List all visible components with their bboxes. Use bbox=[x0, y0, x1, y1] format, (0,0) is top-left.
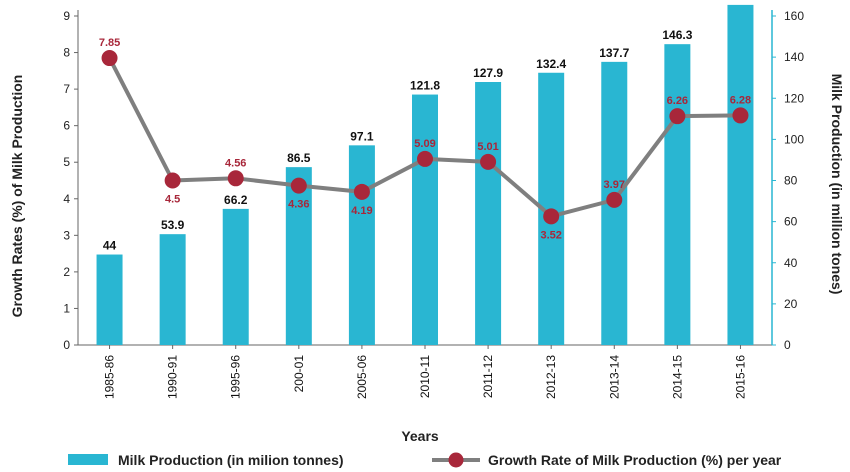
growth-rate-value-label: 3.52 bbox=[540, 229, 561, 241]
growth-rate-marker bbox=[606, 191, 623, 208]
milk-production-bar bbox=[222, 208, 249, 345]
left-tick-label: 6 bbox=[63, 119, 70, 133]
right-axis-title: Milk Production (in million tones) bbox=[829, 74, 845, 295]
growth-rate-value-label: 5.01 bbox=[477, 141, 498, 153]
right-tick-label: 140 bbox=[784, 50, 804, 64]
growth-rate-marker bbox=[669, 108, 686, 125]
left-tick-label: 7 bbox=[63, 82, 70, 96]
x-tick-label: 1990-91 bbox=[166, 355, 180, 399]
right-tick-label: 160 bbox=[784, 9, 804, 23]
milk-production-bar bbox=[475, 82, 502, 346]
growth-rate-marker bbox=[732, 107, 749, 124]
bar-value-label: 137.7 bbox=[599, 46, 629, 60]
growth-rate-value-label: 4.19 bbox=[351, 205, 372, 217]
milk-production-bar bbox=[727, 4, 754, 346]
right-tick-label: 0 bbox=[784, 338, 791, 352]
right-tick-label: 80 bbox=[784, 174, 798, 188]
x-tick-label: 1995-96 bbox=[229, 355, 243, 399]
growth-rate-marker bbox=[543, 208, 560, 225]
data-labels: 44 53.9 66.2 86.5 97.1 121.8 127.9 132.4 137.7 14… bbox=[99, 0, 756, 253]
growth-rate-marker bbox=[353, 183, 370, 200]
growth-rate-marker bbox=[101, 50, 118, 67]
growth-rate-value-label: 4.5 bbox=[165, 194, 180, 206]
growth-rate-marker bbox=[417, 150, 433, 167]
bar-value-label: 127.9 bbox=[473, 66, 503, 80]
bar-value-label: 97.1 bbox=[350, 129, 374, 143]
left-tick-label: 3 bbox=[63, 228, 70, 242]
left-tick-label: 1 bbox=[63, 301, 70, 315]
x-tick-label: 2010-11 bbox=[418, 355, 432, 398]
milk-production-bar bbox=[285, 167, 312, 345]
right-tick-label: 40 bbox=[784, 256, 798, 270]
left-tick-label: 9 bbox=[63, 9, 70, 23]
left-tick-label: 8 bbox=[63, 46, 70, 60]
x-tick-label: 2015-16 bbox=[733, 355, 747, 399]
milk-production-bar bbox=[348, 145, 375, 345]
left-axis-title: Growth Rates (%) of Milk Production bbox=[9, 75, 25, 318]
growth-rate-value-label: 6.28 bbox=[730, 94, 751, 106]
bar-value-label: 146.3 bbox=[662, 28, 692, 42]
left-tick-label: 2 bbox=[63, 265, 70, 279]
left-tick-label: 4 bbox=[63, 192, 70, 206]
growth-rate-value-label: 4.56 bbox=[225, 157, 246, 169]
growth-rate-value-label: 7.85 bbox=[99, 37, 120, 49]
legend-bar-swatch bbox=[68, 454, 108, 465]
growth-rate-marker bbox=[290, 177, 307, 194]
x-tick-label: 2012-13 bbox=[544, 355, 558, 399]
milk-production-bar bbox=[664, 44, 691, 345]
left-tick-label: 5 bbox=[63, 155, 70, 169]
x-tick-label: 200-01 bbox=[292, 355, 306, 393]
growth-rate-value-label: 5.09 bbox=[414, 138, 435, 150]
legend-bar-label: Milk Production (in milion tonnes) bbox=[118, 452, 344, 468]
bar-value-label: 86.5 bbox=[287, 151, 311, 165]
x-tick-label: 2013-14 bbox=[607, 355, 621, 399]
x-tick-label: 1985-86 bbox=[103, 355, 117, 399]
growth-rate-value-label: 3.97 bbox=[604, 179, 625, 191]
right-tick-label: 20 bbox=[784, 297, 798, 311]
right-tick-label: 100 bbox=[784, 132, 804, 146]
growth-rate-line bbox=[101, 50, 749, 225]
growth-rate-marker bbox=[480, 153, 497, 170]
growth-rate-marker bbox=[164, 172, 181, 189]
x-tick-label: 2005-06 bbox=[355, 355, 369, 399]
bar-value-label: 44 bbox=[103, 239, 117, 253]
bar-value-label: 121.8 bbox=[410, 79, 440, 93]
right-tick-label: 120 bbox=[784, 91, 804, 105]
x-axis-title: Years bbox=[401, 428, 439, 444]
legend-line-label: Growth Rate of Milk Production (%) per y… bbox=[488, 452, 782, 468]
right-tick-label: 60 bbox=[784, 215, 798, 229]
bars bbox=[96, 4, 754, 346]
milk-production-bar bbox=[412, 94, 438, 345]
x-tick-label: 2014-15 bbox=[670, 355, 684, 399]
growth-rate-value-label: 4.36 bbox=[288, 199, 309, 211]
axes: 0 1 2 3 4 5 6 7 8 9 0 20 40 60 80 100 120 140 160 1985-86 19… bbox=[63, 9, 804, 399]
left-tick-label: 0 bbox=[63, 338, 70, 352]
x-tick-label: 2011-12 bbox=[481, 355, 495, 398]
growth-rate-value-label: 6.26 bbox=[667, 95, 688, 107]
legend-line-marker bbox=[448, 452, 464, 468]
growth-rate-marker bbox=[227, 170, 244, 187]
bar-value-label: 53.9 bbox=[161, 218, 185, 232]
legend: Milk Production (in milion tonnes) Growt… bbox=[68, 452, 782, 468]
milk-production-bar bbox=[96, 254, 123, 345]
bar-value-label: 132.4 bbox=[536, 57, 566, 71]
bar-value-label: 66.2 bbox=[224, 193, 248, 207]
milk-production-bar bbox=[159, 234, 186, 345]
bar-value-label: 165.4 bbox=[725, 0, 755, 3]
